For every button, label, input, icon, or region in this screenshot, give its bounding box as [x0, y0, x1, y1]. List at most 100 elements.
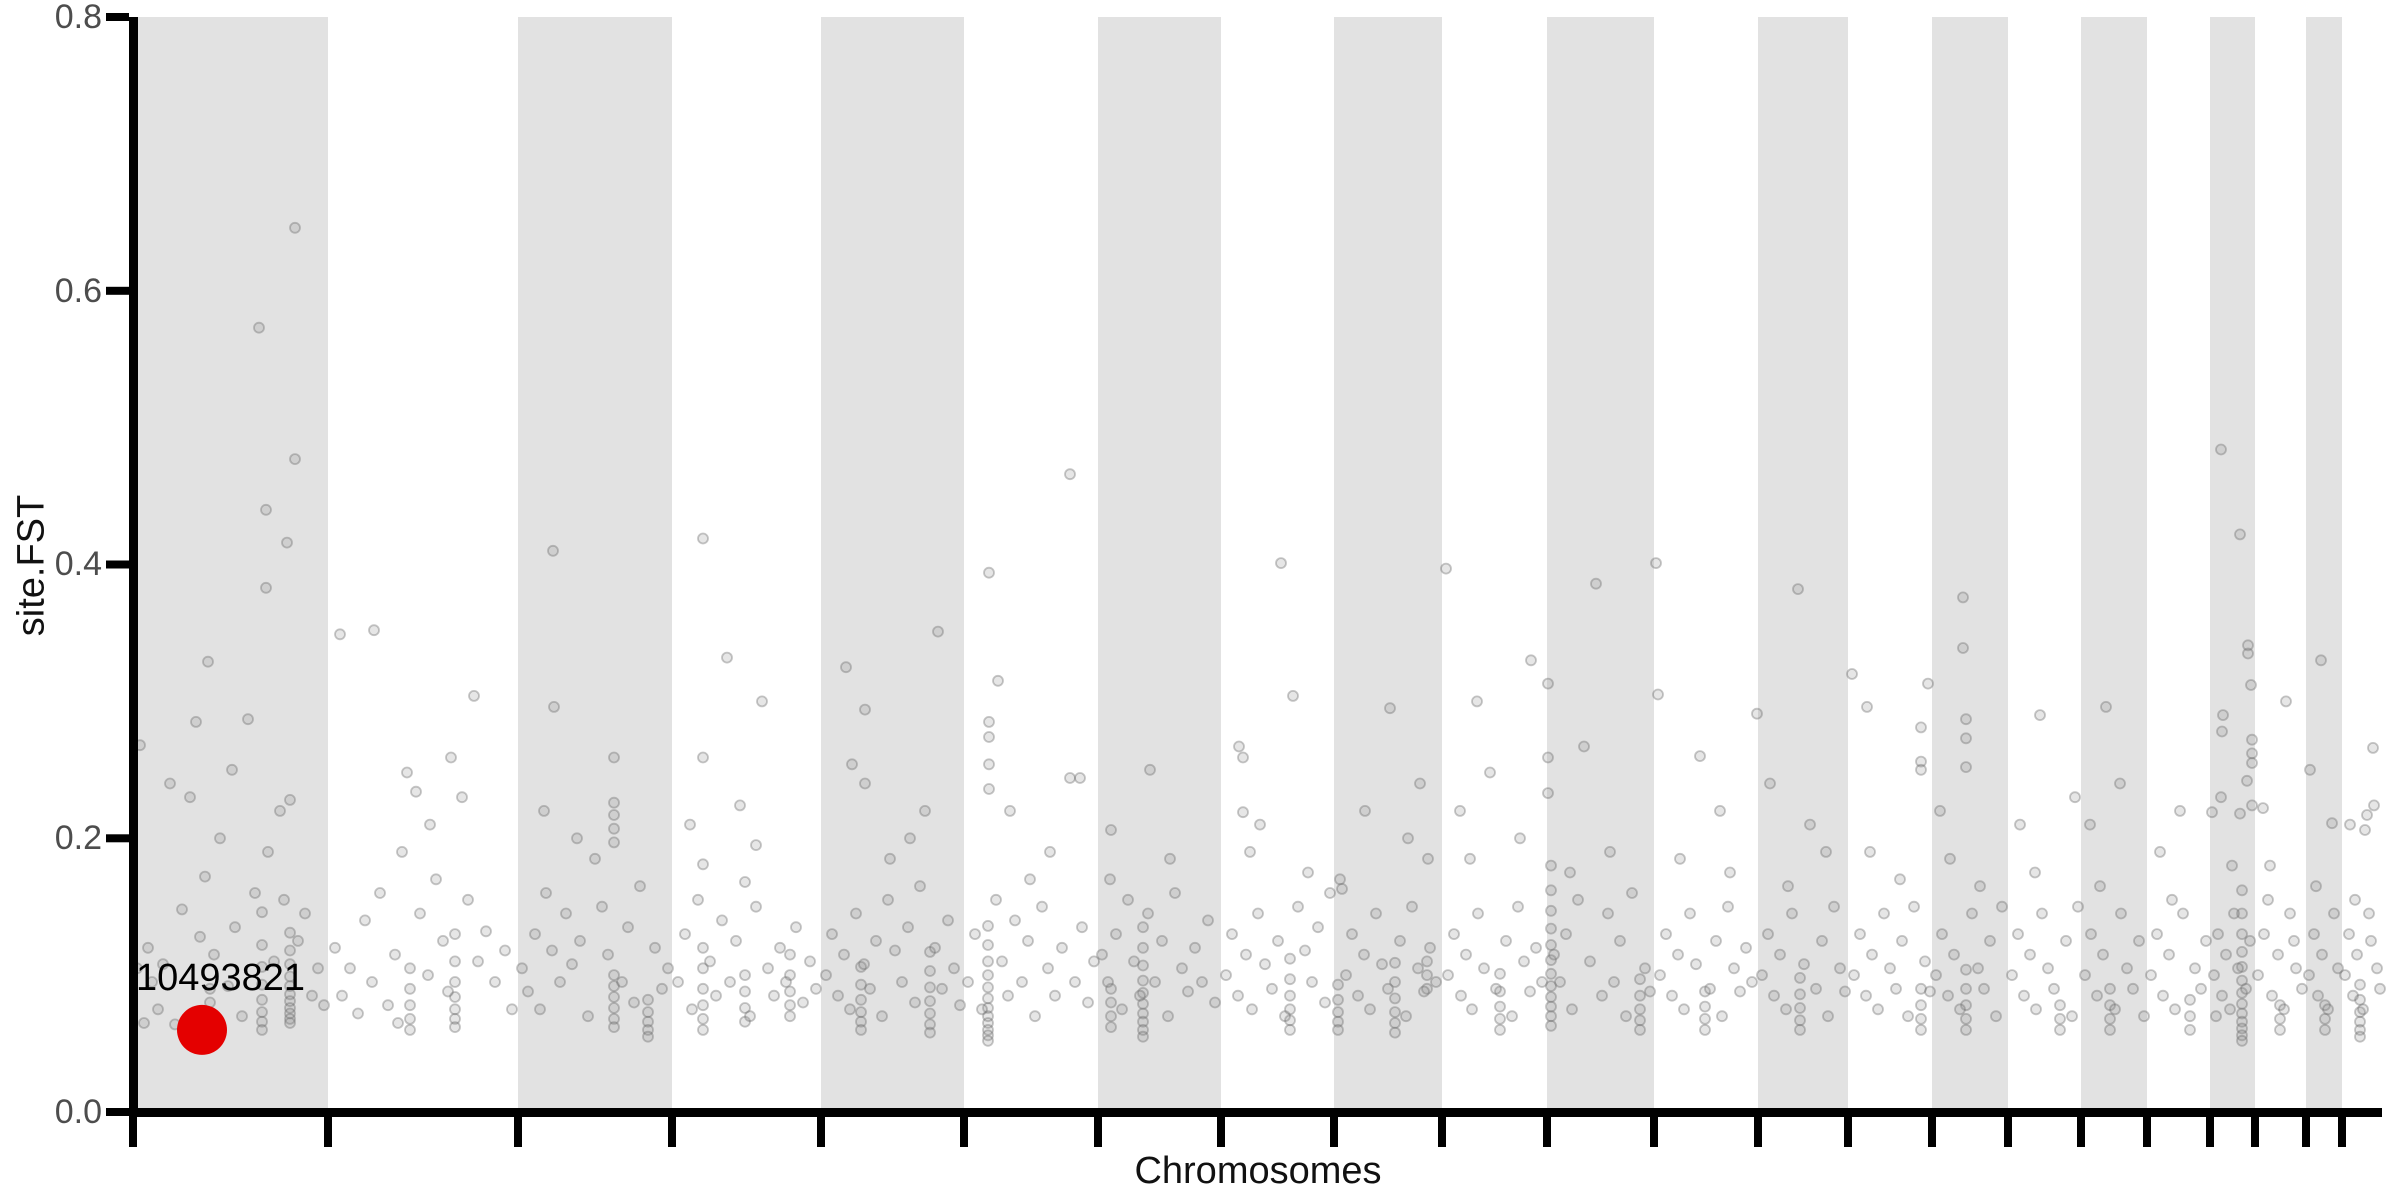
data-point	[983, 566, 995, 579]
data-point	[1424, 941, 1436, 954]
data-point	[456, 791, 468, 804]
data-point	[401, 766, 413, 779]
data-point	[1794, 988, 1806, 1001]
data-point	[534, 1003, 546, 1016]
x-tick-mark	[2004, 1117, 2012, 1147]
data-point	[855, 1015, 867, 1028]
data-point	[449, 991, 461, 1003]
data-point	[1340, 969, 1352, 981]
data-point	[750, 900, 762, 913]
data-point	[634, 880, 646, 893]
data-point	[1602, 907, 1614, 920]
data-point	[2344, 818, 2356, 831]
data-point	[1137, 1024, 1149, 1036]
data-point	[2054, 1013, 2066, 1025]
data-point	[1564, 866, 1576, 879]
data-point	[1144, 763, 1156, 776]
data-point	[1302, 866, 1314, 879]
data-point	[2236, 1022, 2248, 1035]
data-point	[2154, 846, 2166, 858]
data-point	[1334, 873, 1346, 886]
data-point	[1545, 1000, 1557, 1013]
data-point	[1919, 955, 1931, 968]
data-point	[810, 982, 822, 995]
x-tick-mark	[2338, 1117, 2346, 1147]
data-point	[2236, 946, 2248, 958]
data-point	[2184, 1010, 2196, 1023]
data-point	[838, 948, 850, 961]
data-point	[2195, 982, 2207, 995]
data-point	[1922, 677, 1934, 690]
data-point	[1545, 859, 1557, 872]
data-point	[1634, 1014, 1646, 1027]
data-point	[1176, 962, 1188, 975]
chromosome-band-13	[1758, 17, 1848, 1108]
data-point	[1418, 985, 1430, 998]
data-point	[1514, 832, 1526, 845]
data-point	[2290, 962, 2302, 975]
data-point	[1572, 893, 1584, 906]
data-point	[2236, 998, 2248, 1010]
data-point	[194, 930, 206, 943]
chromosome-band-7	[1098, 17, 1221, 1108]
data-point	[1324, 887, 1336, 899]
data-point	[2054, 999, 2066, 1012]
data-point	[884, 852, 896, 865]
data-point	[896, 976, 908, 988]
data-point	[1284, 973, 1296, 986]
data-point	[2310, 880, 2322, 893]
data-point	[1105, 824, 1117, 836]
data-point	[1164, 852, 1176, 865]
data-point	[982, 1034, 994, 1047]
data-point	[1634, 989, 1646, 1002]
y-axis-spine	[129, 17, 138, 1117]
data-point	[784, 948, 796, 961]
y-tick-label-0.4: 0.4	[54, 545, 102, 583]
data-point	[1652, 688, 1664, 701]
data-point	[608, 822, 620, 835]
data-point	[2374, 982, 2386, 995]
data-point	[1794, 1002, 1806, 1014]
data-point	[1984, 935, 1996, 947]
data-point	[1137, 921, 1149, 934]
data-point	[2288, 935, 2300, 947]
data-point	[506, 1003, 518, 1016]
data-point	[2210, 1010, 2222, 1023]
data-point	[1948, 948, 1960, 961]
data-point	[2368, 799, 2380, 812]
data-point	[784, 1010, 796, 1023]
data-point	[2236, 1034, 2248, 1047]
data-point	[1284, 1024, 1296, 1036]
data-point	[256, 993, 268, 1006]
data-point	[704, 955, 716, 968]
data-point	[739, 969, 751, 981]
data-point	[954, 999, 966, 1012]
data-point	[1626, 887, 1638, 899]
data-point	[2371, 962, 2383, 975]
data-point	[2169, 1003, 2181, 1016]
data-point	[2220, 948, 2232, 961]
data-point	[1861, 701, 1873, 713]
data-point	[449, 928, 461, 940]
data-point	[642, 1024, 654, 1036]
data-point	[1240, 948, 1252, 961]
data-point	[256, 939, 268, 951]
data-point	[2232, 962, 2244, 975]
data-point	[739, 1015, 751, 1028]
data-point	[1699, 1013, 1711, 1025]
data-point	[924, 981, 936, 994]
data-point	[1376, 958, 1388, 971]
data-point	[936, 982, 948, 995]
data-point	[202, 655, 214, 668]
data-point	[1358, 948, 1370, 961]
data-point	[1142, 907, 1154, 920]
data-point	[1116, 1003, 1128, 1016]
data-point	[1226, 928, 1238, 940]
data-point	[1764, 777, 1776, 790]
data-point	[2236, 928, 2248, 940]
data-point	[982, 981, 994, 994]
data-point	[1189, 941, 1201, 954]
data-point	[1608, 976, 1620, 988]
data-point	[480, 925, 492, 938]
